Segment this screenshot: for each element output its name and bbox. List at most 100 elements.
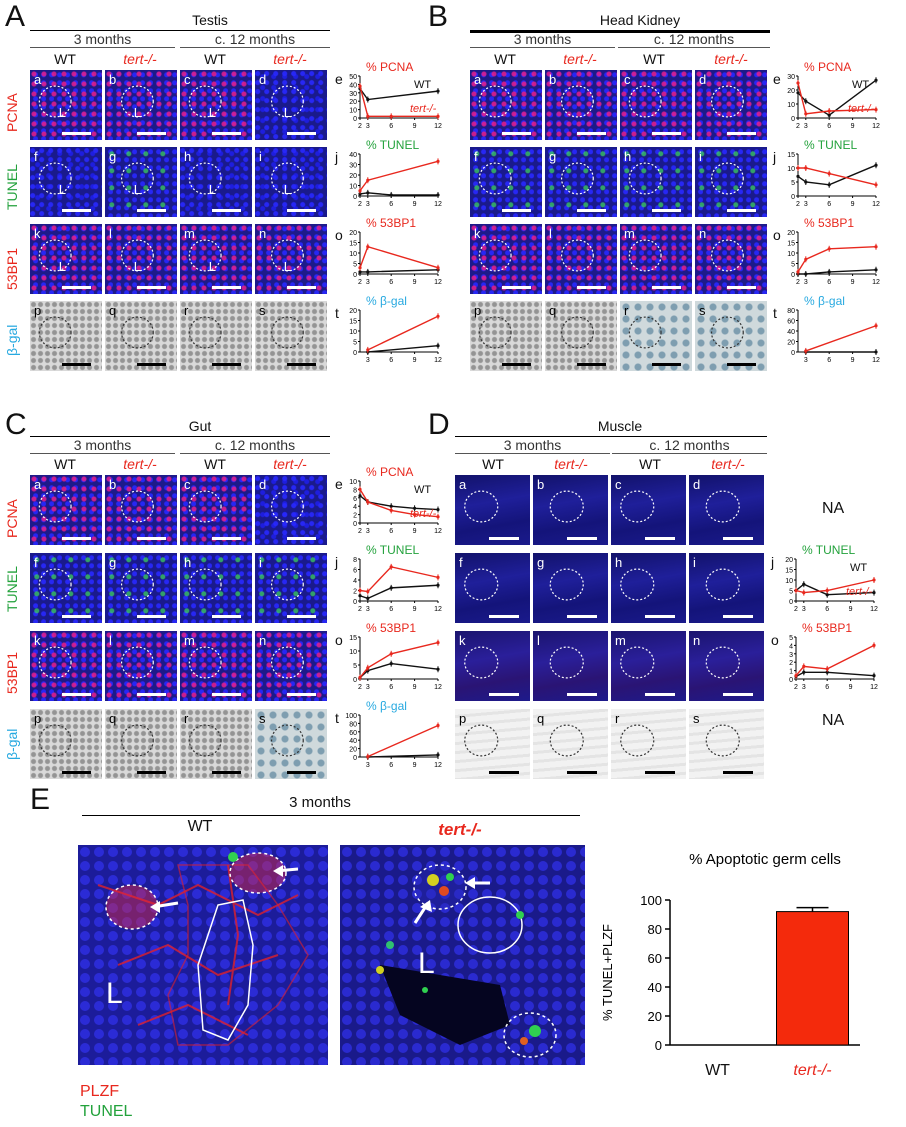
scale-bar (727, 286, 757, 289)
tile-letter: m (624, 226, 635, 241)
y-tick-label: 6 (353, 496, 357, 503)
x-tick-label: 6 (827, 357, 831, 364)
panel-e-legend-plzf: PLZF (80, 1083, 120, 1100)
bar-chart-title: % Apoptotic germ cells (689, 851, 841, 868)
panel-e-bar-chart: % Apoptotic germ cells 0 20 40 60 80 100 % TUNE… (600, 851, 860, 1079)
scale-bar (212, 209, 242, 212)
x-tick-label: 12 (872, 201, 880, 208)
y-tick-label: 15 (787, 241, 795, 248)
y-tick-label: 10 (349, 108, 357, 115)
panel-a-tile-r: r (180, 301, 252, 371)
tile-outline (464, 568, 499, 601)
scale-bar (644, 693, 675, 696)
panel-c-age-12m: c. 12 months (214, 437, 296, 453)
panel-b-tile-d: d (695, 70, 767, 140)
panel-a-title: Testis (192, 12, 228, 28)
x-tick-label: 2 (796, 123, 800, 130)
y-tick-label: 10 (349, 479, 357, 486)
tile-outline (549, 724, 584, 757)
bar-y-tick-label: 100 (640, 893, 662, 908)
tile-letter: r (184, 303, 189, 318)
lumen-label: L (208, 182, 217, 197)
panel-b-tile-s: s (695, 301, 767, 371)
y-tick-label: 0 (353, 350, 357, 357)
scale-bar (137, 132, 167, 135)
series-line-1 (798, 167, 877, 186)
y-tick-label: 5 (353, 262, 357, 269)
graph-title: % 53BP1 (804, 216, 854, 230)
panel-d-tile-g: g (533, 553, 608, 623)
scale-bar (137, 771, 167, 774)
x-tick-label: 12 (434, 762, 442, 769)
scale-bar (488, 771, 519, 774)
legend-wt: WT (414, 484, 431, 496)
tile-letter: g (109, 555, 117, 570)
scale-bar (644, 615, 675, 618)
tile-letter: i (259, 149, 262, 164)
panel-b-tile-a: a (470, 70, 542, 140)
panel-b-tile-p: p (470, 301, 542, 371)
y-tick-label: 4 (789, 643, 793, 650)
scale-bar (727, 363, 757, 366)
graph-title: % β-gal (366, 294, 407, 308)
tile-letter: r (615, 711, 620, 726)
y-tick-label: 0 (791, 350, 795, 357)
panel-c-tile-m: m (180, 631, 252, 701)
series-line-0 (359, 662, 439, 679)
panel-a-row-bgal: β-gal (4, 324, 20, 356)
panel-c-tile-a: a (30, 475, 102, 545)
panel-d-geno-ko1: tert-/- (554, 456, 588, 472)
tile-letter: p (474, 303, 482, 318)
lumen-label: L (133, 105, 142, 120)
mini-graph-b-e: e % PCNA 0 10 20 30 2 3 6 9 12 WT tert-/- (773, 60, 880, 130)
y-tick-label: 10 (349, 251, 357, 258)
x-tick-label: 12 (434, 684, 442, 691)
panel-c-geno-wt2: WT (204, 456, 226, 472)
series-line-1 (359, 85, 438, 118)
y-tick-label: 20 (787, 340, 795, 347)
bar-y-tick-label: 40 (648, 980, 662, 995)
panel-c-row-53bp1: 53BP1 (4, 651, 20, 694)
mini-graph-c-o: o % 53BP1 0 5 10 15 2 3 6 9 12 (335, 621, 442, 691)
graph-title: % PCNA (366, 465, 413, 479)
lumen-label: L (283, 259, 292, 274)
tile-letter: p (34, 711, 42, 726)
series-line-1 (359, 160, 439, 192)
panel-b-age-rule-1 (470, 47, 615, 48)
tile-outline (38, 239, 72, 272)
graph-letter: t (335, 305, 339, 321)
graph-title: % TUNEL (804, 138, 857, 152)
y-tick-label: 40 (349, 82, 357, 89)
x-tick-label: 6 (389, 528, 393, 535)
panel-d-geno-wt2: WT (639, 456, 661, 472)
panel-a-age-rule-1 (30, 47, 175, 48)
series-line-1 (795, 579, 875, 594)
tile-outline (710, 239, 744, 272)
y-tick-label: 30 (349, 163, 357, 170)
panel-a-tile-s: s (255, 301, 327, 371)
legend-wt: WT (414, 79, 431, 91)
tile-outline (620, 646, 655, 679)
tile-letter: r (624, 303, 629, 318)
x-tick-label: 9 (851, 201, 855, 208)
tile-outline (38, 85, 72, 118)
x-tick-label: 3 (804, 123, 808, 130)
scale-bar (62, 615, 92, 618)
panel-c-geno-ko2: tert-/- (273, 456, 307, 472)
y-tick-label: 2 (353, 513, 357, 520)
scale-bar (62, 771, 92, 774)
tile-letter: k (34, 633, 41, 648)
y-tick-label: 40 (787, 329, 795, 336)
panel-a-geno-ko2: tert-/- (273, 51, 307, 67)
series-line-0 (367, 754, 439, 758)
y-tick-label: 4 (353, 578, 357, 585)
y-tick-label: 2 (353, 589, 357, 596)
y-tick-label: 4 (353, 504, 357, 511)
y-tick-label: 0 (789, 677, 793, 684)
x-tick-label: 6 (389, 762, 393, 769)
panel-a-row-pcna: PCNA (4, 93, 20, 132)
panel-d-tile-l: l (533, 631, 608, 701)
